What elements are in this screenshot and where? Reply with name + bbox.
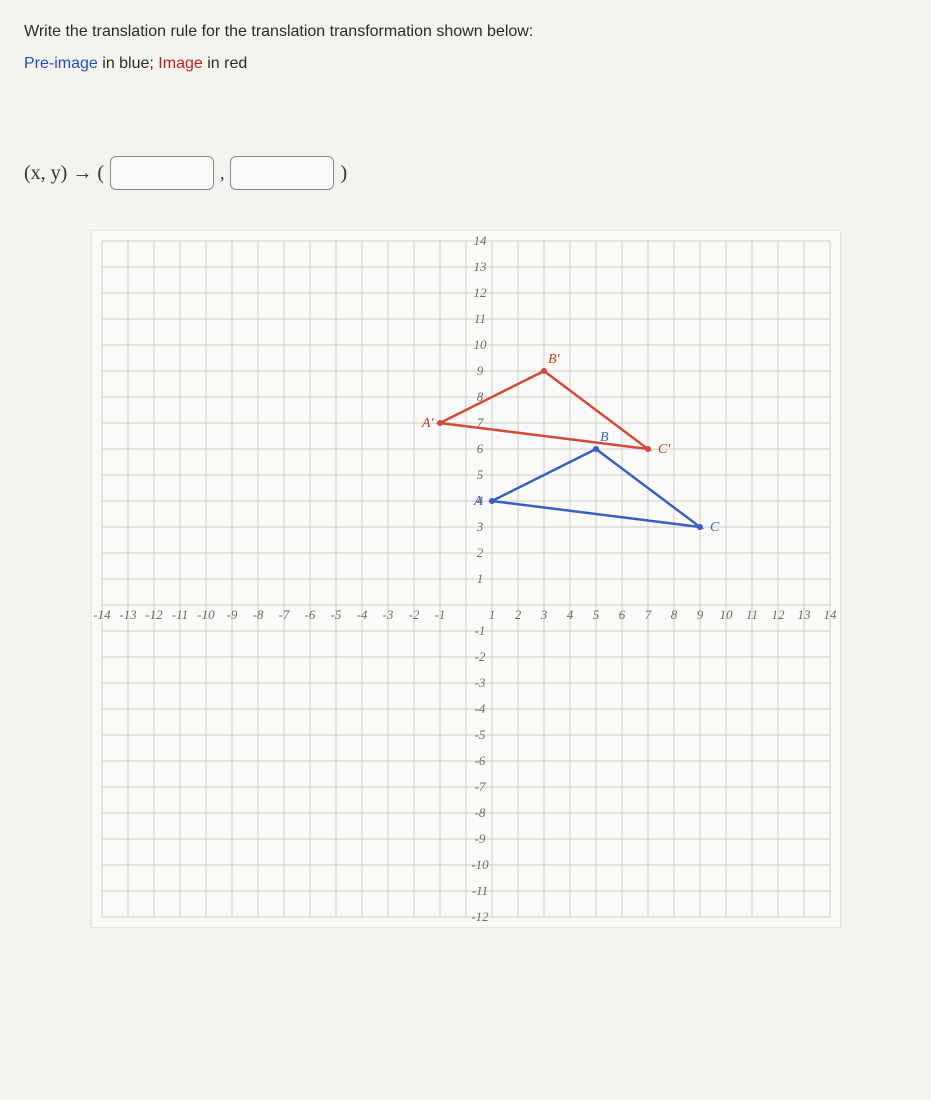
y-tick-label: 3 — [475, 519, 483, 534]
y-tick-label: 10 — [473, 337, 487, 352]
x-tick-label: 5 — [592, 607, 599, 622]
vertex-A' — [437, 420, 443, 426]
y-tick-label: 14 — [473, 233, 487, 248]
y-tick-label: -9 — [474, 831, 485, 846]
y-tick-label: 5 — [476, 467, 483, 482]
vertex-label-B': B' — [548, 352, 561, 367]
y-tick-label: -7 — [474, 779, 485, 794]
vertex-C' — [645, 446, 651, 452]
x-tick-label: 9 — [696, 607, 703, 622]
translation-rule-row: (x, y) → ( , ) — [24, 156, 907, 190]
question-line1: Write the translation rule for the trans… — [24, 23, 533, 40]
x-tick-label: -14 — [93, 607, 111, 622]
rule-input-y[interactable] — [230, 156, 334, 190]
x-tick-label: 10 — [719, 607, 733, 622]
vertex-label-A': A' — [421, 416, 435, 431]
y-tick-label: -2 — [474, 649, 485, 664]
x-tick-label: 7 — [644, 607, 651, 622]
y-tick-label: 2 — [476, 545, 483, 560]
vertex-C — [697, 524, 703, 530]
y-tick-label: -3 — [474, 675, 485, 690]
y-tick-label: -5 — [474, 727, 485, 742]
x-tick-label: -4 — [356, 607, 367, 622]
rule-lhs: (x, y) → ( — [24, 162, 104, 185]
question-line2-mid: in blue; — [98, 55, 158, 72]
x-tick-label: 1 — [488, 607, 495, 622]
preimage-word: Pre-image — [24, 55, 98, 72]
y-tick-label: 6 — [476, 441, 483, 456]
vertex-label-C: C — [710, 520, 720, 535]
x-tick-label: -6 — [304, 607, 315, 622]
y-tick-label: -6 — [474, 753, 485, 768]
x-tick-label: 14 — [823, 607, 837, 622]
x-tick-label: 3 — [539, 607, 547, 622]
y-tick-label: 11 — [473, 311, 485, 326]
vertex-label-C': C' — [658, 442, 671, 457]
x-tick-label: 11 — [745, 607, 757, 622]
coordinate-graph: -14-13-12-11-10-9-8-7-6-5-4-3-2-11234567… — [91, 230, 841, 928]
image-word: Image — [158, 55, 202, 72]
x-tick-label: -2 — [408, 607, 419, 622]
x-tick-label: -7 — [278, 607, 289, 622]
vertex-A — [489, 498, 495, 504]
y-tick-label: 1 — [476, 571, 483, 586]
x-tick-label: -13 — [119, 607, 137, 622]
rule-comma: , — [220, 163, 225, 184]
x-tick-label: -11 — [171, 607, 187, 622]
rule-rhs: ) — [340, 162, 347, 185]
x-tick-label: -3 — [382, 607, 393, 622]
y-tick-label: -12 — [471, 909, 489, 924]
x-tick-label: 12 — [771, 607, 785, 622]
y-tick-label: 13 — [473, 259, 487, 274]
x-tick-label: 4 — [566, 607, 573, 622]
y-tick-label: 12 — [473, 285, 487, 300]
x-tick-label: -10 — [197, 607, 215, 622]
x-tick-label: 13 — [797, 607, 811, 622]
vertex-label-A: A — [473, 494, 483, 509]
x-tick-label: 6 — [618, 607, 625, 622]
y-tick-label: -11 — [471, 883, 487, 898]
y-tick-label: -1 — [474, 623, 485, 638]
vertex-B — [593, 446, 599, 452]
vertex-B' — [541, 368, 547, 374]
rule-input-x[interactable] — [110, 156, 214, 190]
y-tick-label: -10 — [471, 857, 489, 872]
y-tick-label: -8 — [474, 805, 485, 820]
x-tick-label: -8 — [252, 607, 263, 622]
x-tick-label: 2 — [514, 607, 521, 622]
x-tick-label: -5 — [330, 607, 341, 622]
y-tick-label: 9 — [476, 363, 483, 378]
x-tick-label: -9 — [226, 607, 237, 622]
y-tick-label: -4 — [474, 701, 485, 716]
x-tick-label: -1 — [434, 607, 445, 622]
x-tick-label: 8 — [670, 607, 677, 622]
question-line2-suffix: in red — [203, 55, 247, 72]
x-tick-label: -12 — [145, 607, 163, 622]
